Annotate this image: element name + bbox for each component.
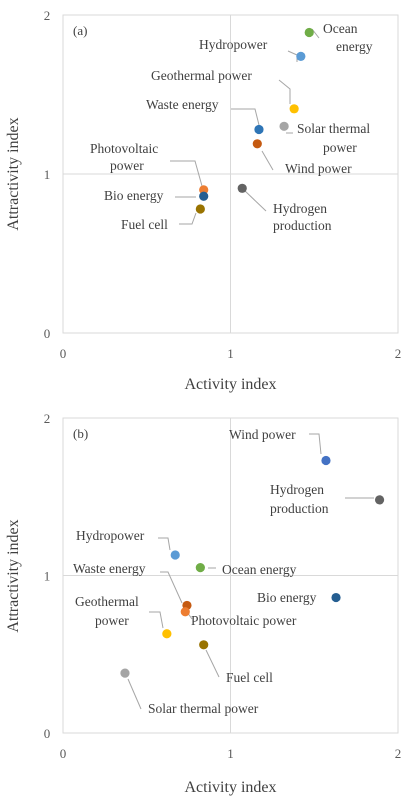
x-axis-title: Activity index bbox=[185, 779, 277, 796]
leader-line bbox=[127, 678, 142, 710]
data-point bbox=[195, 204, 205, 214]
point-label: Wind power bbox=[285, 161, 352, 176]
point-label: Geothermal power bbox=[151, 68, 252, 83]
x-tick-label: 0 bbox=[60, 346, 67, 361]
x-axis-title: Activity index bbox=[185, 376, 277, 393]
leader-line bbox=[170, 160, 203, 187]
data-point bbox=[374, 495, 385, 505]
scatter-panel-b: 0 1 2 0 1 2 Activity index Attractivity index (b… bbox=[5, 411, 401, 796]
x-tick-label: 1 bbox=[227, 746, 234, 761]
y-axis-title: Attractivity index bbox=[5, 519, 22, 632]
point-label: Hydropower bbox=[76, 528, 145, 543]
point-label: Hydrogen bbox=[273, 201, 327, 216]
data-point bbox=[195, 563, 205, 573]
point-label: Ocean energy bbox=[222, 562, 297, 577]
x-tick-label: 0 bbox=[60, 746, 67, 761]
point-label: Waste energy bbox=[73, 561, 146, 576]
leader-line bbox=[309, 433, 322, 455]
data-point bbox=[199, 191, 209, 201]
leader-line bbox=[287, 50, 298, 62]
point-label: Hydrogen bbox=[270, 482, 324, 497]
point-label: Geothermal bbox=[75, 594, 139, 609]
point-label: Wind power bbox=[229, 427, 296, 442]
point-label: energy bbox=[336, 39, 373, 54]
point-label: power bbox=[95, 613, 129, 628]
data-point bbox=[199, 640, 209, 650]
data-point bbox=[254, 124, 264, 135]
data-point bbox=[199, 185, 209, 195]
data-point bbox=[170, 550, 180, 560]
point-label: power bbox=[110, 158, 144, 173]
data-point bbox=[120, 668, 130, 678]
data-point bbox=[279, 121, 289, 131]
point-label: Bio energy bbox=[257, 590, 317, 605]
data-point bbox=[162, 629, 172, 639]
y-tick-label: 2 bbox=[44, 411, 51, 426]
data-point bbox=[296, 51, 306, 61]
point-label: production bbox=[273, 218, 332, 233]
scatter-panel-a: 0 1 2 0 1 2 Activity index Attractivity index (a… bbox=[5, 8, 401, 393]
y-tick-label: 2 bbox=[44, 8, 51, 23]
y-axis-title: Attractivity index bbox=[5, 117, 22, 230]
data-point bbox=[252, 139, 262, 149]
x-tick-label: 1 bbox=[227, 346, 234, 361]
leader-line bbox=[149, 611, 164, 629]
leader-line bbox=[205, 649, 220, 678]
point-label: Fuel cell bbox=[121, 217, 168, 232]
leader-line bbox=[243, 189, 267, 212]
leader-line bbox=[231, 108, 260, 126]
point-label: Solar thermal bbox=[297, 121, 370, 136]
leader-line bbox=[278, 79, 291, 104]
point-label: Solar thermal power bbox=[148, 701, 259, 716]
data-point bbox=[331, 592, 341, 603]
x-tick-label: 2 bbox=[395, 346, 402, 361]
point-label: Photovoltaic bbox=[90, 141, 158, 156]
leader-line bbox=[179, 212, 197, 225]
x-tick-label: 2 bbox=[395, 746, 402, 761]
leader-line bbox=[158, 537, 171, 551]
y-tick-label: 1 bbox=[44, 569, 51, 584]
leader-line bbox=[160, 571, 183, 604]
point-label: Hydropower bbox=[199, 37, 268, 52]
data-point bbox=[321, 455, 331, 466]
data-point bbox=[180, 607, 190, 617]
panel-label: (b) bbox=[73, 426, 88, 441]
point-label: Bio energy bbox=[104, 188, 164, 203]
panel-label: (a) bbox=[73, 23, 87, 38]
point-label: Waste energy bbox=[146, 97, 219, 112]
point-label: Ocean bbox=[323, 21, 358, 36]
data-point bbox=[289, 104, 299, 114]
point-label: power bbox=[323, 140, 357, 155]
y-tick-label: 0 bbox=[44, 726, 51, 741]
point-label: Photovoltaic power bbox=[191, 613, 297, 628]
point-label: production bbox=[270, 501, 329, 516]
y-tick-label: 0 bbox=[44, 326, 51, 341]
y-tick-label: 1 bbox=[44, 167, 51, 182]
leader-line bbox=[261, 150, 274, 171]
data-point bbox=[237, 183, 247, 193]
point-label: Fuel cell bbox=[226, 670, 273, 685]
data-point bbox=[304, 27, 314, 38]
